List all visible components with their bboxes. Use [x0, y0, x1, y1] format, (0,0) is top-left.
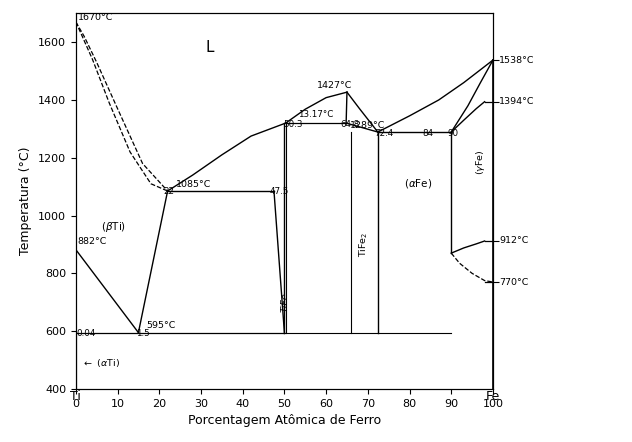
Text: TiFe$_2$: TiFe$_2$: [358, 232, 370, 257]
Text: 50.3: 50.3: [284, 119, 303, 129]
Text: 13.17°C: 13.17°C: [298, 110, 333, 119]
Text: 1.5: 1.5: [137, 329, 150, 339]
Text: 64.8: 64.8: [341, 119, 360, 129]
Text: 1289°C: 1289°C: [350, 121, 386, 130]
Text: $\leftarrow$ ($\alpha$Ti): $\leftarrow$ ($\alpha$Ti): [82, 357, 120, 369]
Text: ($\gamma$Fe): ($\gamma$Fe): [474, 149, 487, 175]
Text: 912°C: 912°C: [499, 236, 528, 245]
Text: 22: 22: [164, 187, 174, 196]
Text: 72.4: 72.4: [374, 129, 393, 138]
Text: 1538°C: 1538°C: [499, 56, 535, 65]
Text: 770°C: 770°C: [499, 278, 528, 286]
Text: 595°C: 595°C: [147, 321, 176, 330]
Text: ($\beta$Ti): ($\beta$Ti): [101, 220, 126, 234]
Text: 1670°C: 1670°C: [78, 13, 113, 22]
Text: 84: 84: [422, 129, 433, 138]
Text: ($\alpha$Fe): ($\alpha$Fe): [404, 177, 432, 190]
Text: Fe: Fe: [486, 390, 500, 404]
Text: 47.5: 47.5: [270, 187, 289, 196]
Text: TiFe: TiFe: [281, 293, 290, 312]
Text: L: L: [205, 40, 214, 55]
Text: 90: 90: [447, 129, 458, 138]
X-axis label: Porcentagem Atômica de Ferro: Porcentagem Atômica de Ferro: [188, 414, 381, 427]
Y-axis label: Temperatura (°C): Temperatura (°C): [20, 147, 32, 255]
Text: Ti: Ti: [70, 390, 82, 404]
Text: 882°C: 882°C: [77, 237, 106, 247]
Text: 1085°C: 1085°C: [176, 180, 211, 189]
Text: 1427°C: 1427°C: [317, 81, 352, 91]
Text: 1394°C: 1394°C: [499, 97, 535, 106]
Text: 0.04: 0.04: [76, 329, 95, 339]
